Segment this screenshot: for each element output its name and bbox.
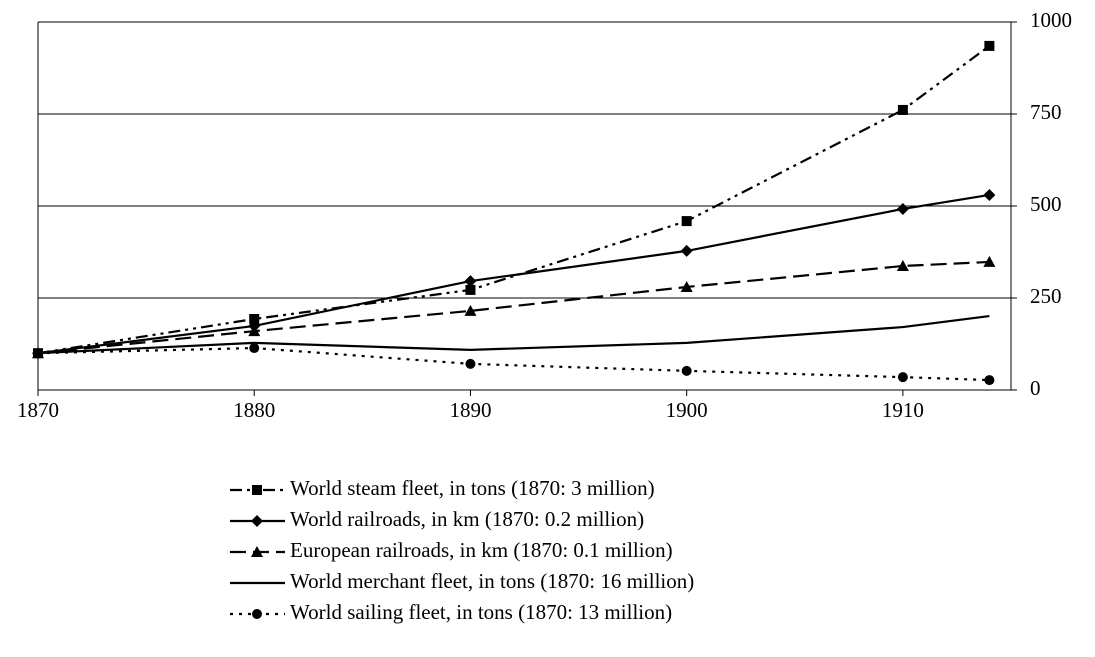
legend-marker [252, 485, 262, 495]
point [984, 40, 995, 51]
point [983, 255, 996, 267]
x-tick-label: 1890 [449, 398, 491, 422]
point [896, 259, 909, 271]
point [248, 325, 261, 337]
point [33, 348, 43, 359]
point [983, 188, 996, 201]
x-tick-label: 1900 [666, 398, 708, 422]
point [249, 313, 260, 324]
legend-label: World merchant fleet, in tons (1870: 16 … [290, 569, 694, 593]
y-tick-label: 1000 [1030, 8, 1072, 32]
series-line [37, 193, 990, 355]
point [249, 343, 260, 354]
point [984, 375, 995, 386]
point [465, 358, 476, 369]
point [897, 372, 908, 383]
series-line [37, 314, 990, 355]
legend-label: World sailing fleet, in tons (1870: 13 m… [290, 600, 672, 624]
legend-marker [252, 609, 262, 619]
legend-marker [251, 515, 263, 527]
point [681, 216, 692, 227]
legend-label: European railroads, in km (1870: 0.1 mil… [290, 538, 673, 562]
y-tick-label: 0 [1030, 376, 1041, 400]
point [464, 275, 477, 288]
y-tick-label: 250 [1030, 284, 1062, 308]
y-tick-label: 750 [1030, 100, 1062, 124]
point [897, 104, 908, 115]
series-line [37, 45, 991, 355]
legend-label: World steam fleet, in tons (1870: 3 mill… [290, 476, 655, 500]
x-tick-label: 1910 [882, 398, 924, 422]
point [465, 284, 476, 295]
x-tick-label: 1880 [233, 398, 275, 422]
point [680, 244, 693, 257]
legend-marker [251, 546, 263, 557]
point [680, 280, 693, 292]
y-tick-label: 500 [1030, 192, 1062, 216]
point [896, 202, 909, 215]
point [464, 304, 477, 316]
point [681, 365, 692, 376]
series-line [37, 346, 990, 382]
series-line [37, 260, 990, 355]
legend-label: World railroads, in km (1870: 0.2 millio… [290, 507, 644, 531]
x-tick-label: 1870 [17, 398, 59, 422]
